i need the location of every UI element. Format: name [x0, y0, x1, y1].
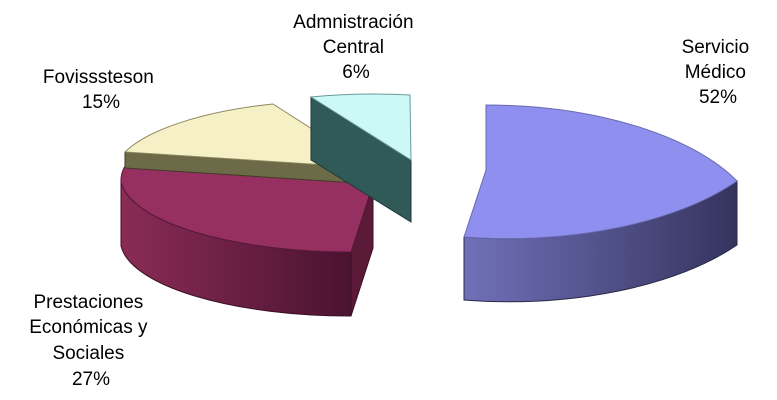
- label-servicio-medico: Servicio Médico 52%: [682, 37, 755, 108]
- label-fovissteson: Fovisssteson 15%: [43, 67, 159, 113]
- percent-fovissteson: 15%: [82, 92, 120, 113]
- percent-prestaciones: 27%: [72, 369, 110, 390]
- slice-prestaciones: [120, 165, 374, 317]
- slice-servicio-medico-top: [463, 104, 738, 240]
- label-admnistracion-central: Admnistración Central 6%: [293, 12, 419, 83]
- label-prestaciones: Prestaciones Económicas y Sociales 27%: [29, 292, 153, 390]
- percent-servicio-medico: 52%: [699, 87, 737, 108]
- slice-servicio-medico: [463, 104, 738, 303]
- slice-prestaciones-top: [120, 165, 374, 253]
- percent-admnistracion: 6%: [342, 62, 370, 83]
- slice-admnistracion-central: [309, 93, 412, 223]
- slice-admnistracion-top: [309, 93, 412, 161]
